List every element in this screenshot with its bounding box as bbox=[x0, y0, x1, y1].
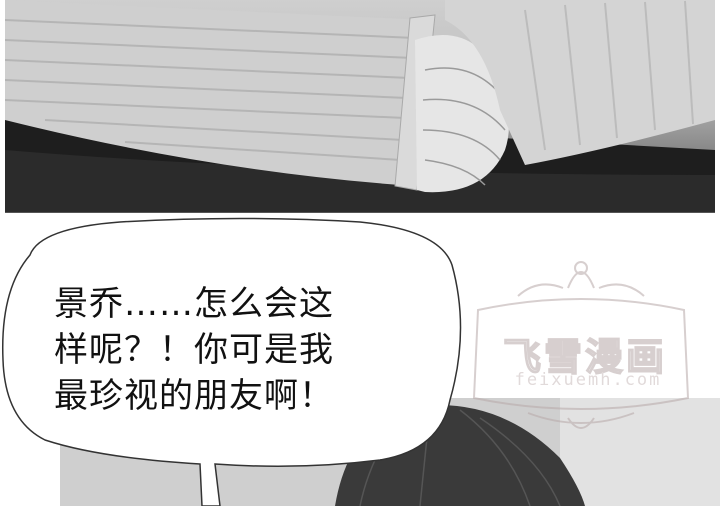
ornament-frame-icon bbox=[472, 261, 690, 429]
speech-line-3: 最珍视的朋友啊！ bbox=[54, 376, 334, 416]
watermark-title: 飞雪漫画 bbox=[502, 334, 667, 380]
knit-sleeve-arms-illustration bbox=[5, 0, 715, 212]
speech-line-2: 样呢？！你可是我 bbox=[54, 330, 334, 370]
top-photo-panel bbox=[5, 0, 715, 213]
watermark-url: feixuemh.com bbox=[514, 370, 662, 390]
speech-line-1: 景乔……怎么会这 bbox=[54, 284, 334, 324]
speech-text: 景乔……怎么会这 样呢？！你可是我 最珍视的朋友啊！ bbox=[54, 281, 414, 419]
site-watermark: 飞雪漫画 feixuemh.com bbox=[458, 248, 704, 438]
